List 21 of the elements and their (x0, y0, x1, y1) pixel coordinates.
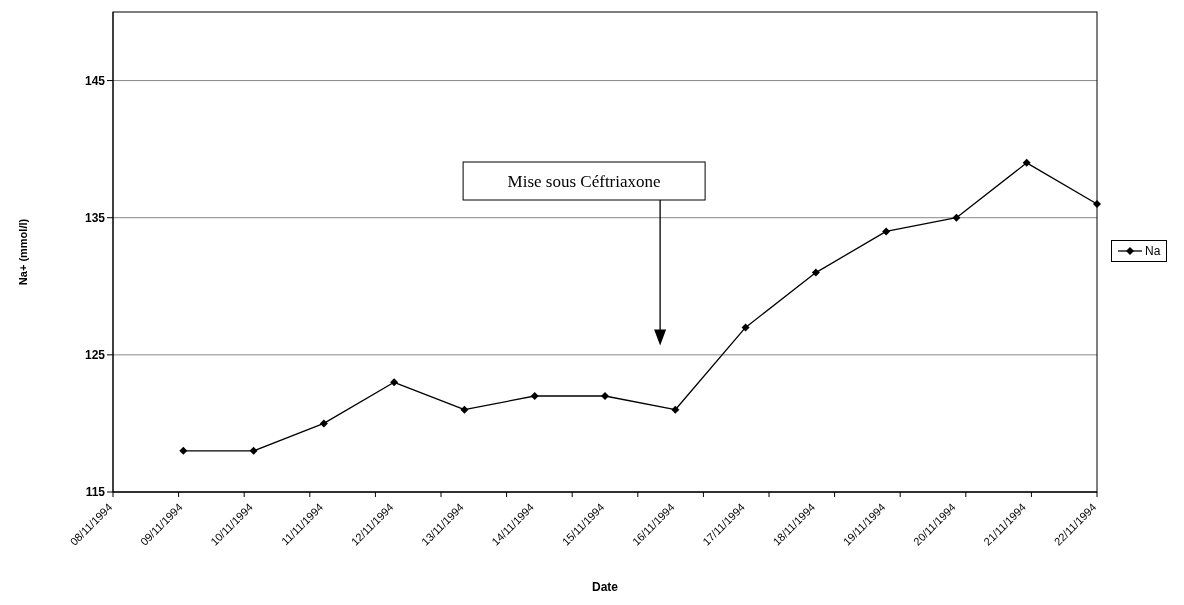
point (741, 323, 750, 332)
point (249, 446, 258, 455)
y-tick-label: 145 (84, 73, 106, 88)
point (390, 378, 399, 387)
point (179, 446, 188, 455)
point (319, 419, 328, 428)
y-tick-label: 115 (85, 485, 106, 500)
point (671, 405, 680, 414)
legend-label: Na (1145, 244, 1161, 258)
y-tick-label: 135 (84, 210, 106, 225)
point (601, 392, 609, 400)
point (952, 213, 961, 222)
y-tick-label: 125 (84, 348, 106, 363)
y-axis-title: Na+ (mmol/l) (16, 218, 29, 286)
x-axis-title: Date (591, 580, 619, 594)
point (882, 227, 891, 236)
point (811, 268, 820, 277)
point (530, 392, 539, 400)
point (1022, 158, 1031, 167)
point (460, 405, 469, 414)
annotation: Mise sous Céftriaxone (507, 172, 661, 191)
